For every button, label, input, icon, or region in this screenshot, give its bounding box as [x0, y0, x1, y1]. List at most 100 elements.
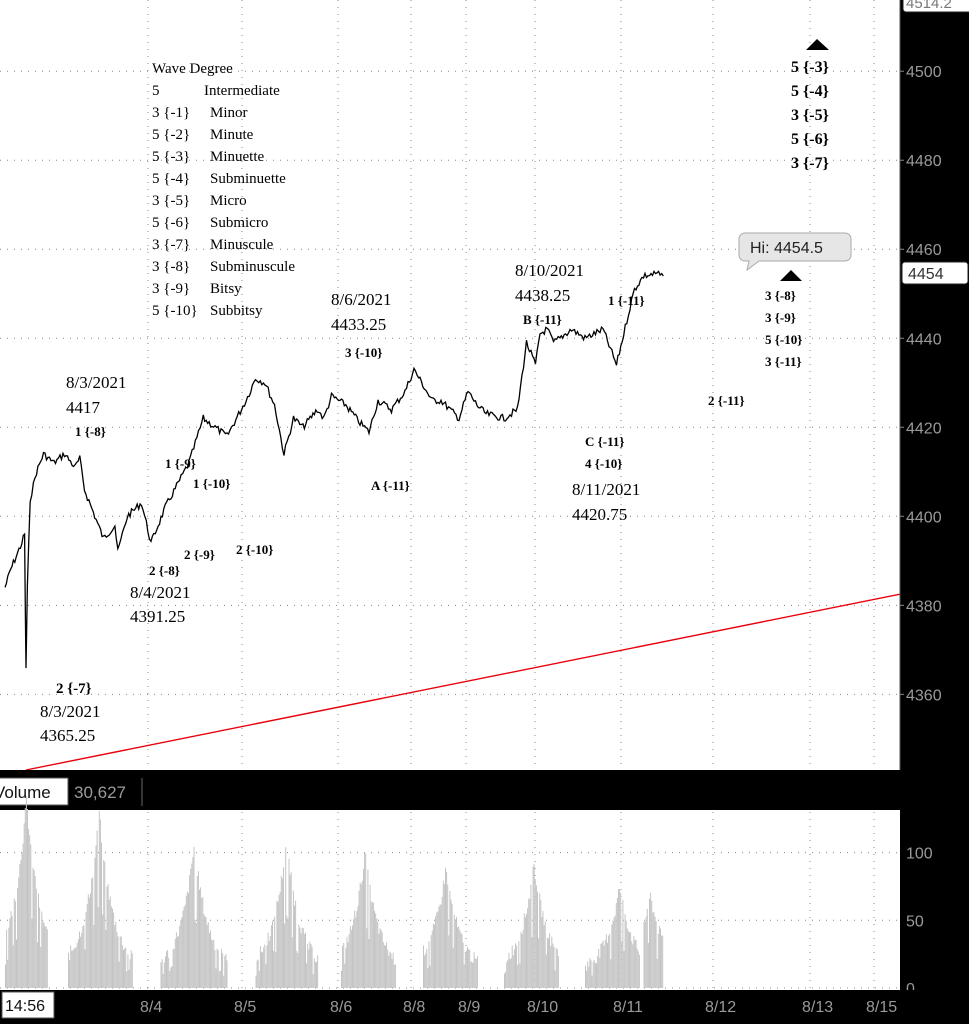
- volume-bar: [610, 959, 612, 988]
- volume-bar: [523, 913, 525, 988]
- volume-bar: [348, 934, 350, 988]
- volume-bar: [5, 964, 6, 988]
- volume-bar: [527, 908, 529, 988]
- volume-bar: [436, 912, 438, 988]
- volume-bar: [376, 918, 378, 988]
- volume-bar: [386, 942, 388, 988]
- label-2-minus8-price: 4391.25: [130, 607, 185, 626]
- volume-bar: [294, 905, 295, 988]
- volume-bar: [556, 949, 558, 988]
- volume-bar: [615, 902, 617, 988]
- volume-bar: [105, 929, 107, 988]
- label-B-minus11-date: 8/10/2021: [515, 261, 584, 280]
- volume-bar: [638, 954, 640, 988]
- volume-bar: [225, 954, 227, 988]
- volume-bar: [604, 940, 606, 988]
- volume-bar: [388, 955, 390, 988]
- volume-bar: [378, 933, 380, 988]
- volume-bar: [269, 936, 271, 988]
- volume-bar: [529, 899, 531, 988]
- volume-bar: [627, 931, 629, 988]
- volume-bar: [301, 927, 303, 988]
- volume-bar: [456, 916, 457, 988]
- volume-bar: [432, 923, 434, 988]
- legend-row-name: Subminuscule: [210, 259, 295, 275]
- volume-bar: [307, 943, 309, 988]
- legend-row-count: 5 {-10}: [152, 303, 198, 319]
- price-tick-label: 4400: [906, 509, 942, 526]
- volume-bar: [612, 920, 614, 988]
- volume-bar: [309, 941, 311, 988]
- volume-bar: [40, 946, 42, 988]
- volume-bar: [192, 857, 194, 988]
- volume-title-box: [0, 777, 69, 806]
- volume-bar: [522, 930, 524, 988]
- volume-bar: [552, 943, 554, 988]
- volume-bar: [431, 930, 433, 988]
- volume-bar: [46, 929, 48, 988]
- projection-upper-label: 3 {-5}: [791, 107, 829, 124]
- volume-bar: [441, 896, 443, 988]
- volume-bar: [589, 958, 591, 988]
- volume-bar: [197, 871, 199, 988]
- volume-tick-label: 0: [906, 981, 915, 998]
- volume-bar: [174, 938, 176, 988]
- volume-bar: [317, 955, 319, 988]
- volume-bar: [357, 906, 359, 988]
- volume-bar: [611, 924, 613, 988]
- volume-bar: [374, 910, 375, 988]
- volume-bar: [369, 884, 371, 988]
- time-axis-panel[interactable]: [0, 990, 969, 1024]
- legend-row-count: 5: [152, 83, 160, 99]
- last-price-label: 4454: [908, 266, 944, 283]
- volume-bar: [71, 951, 73, 988]
- volume-bar: [108, 899, 110, 988]
- volume-bar: [624, 914, 626, 988]
- volume-bar: [114, 925, 116, 988]
- volume-bar: [356, 911, 358, 988]
- volume-bar: [92, 877, 94, 988]
- projection-lower-label: 3 {-8}: [765, 288, 796, 303]
- volume-bar: [520, 931, 522, 988]
- legend-row-count: 3 {-8}: [152, 259, 190, 275]
- price-axis-panel[interactable]: [900, 0, 969, 1024]
- volume-bar: [365, 853, 367, 988]
- volume-bar: [550, 946, 552, 988]
- volume-header-bar: [0, 770, 900, 810]
- volume-bar: [312, 974, 314, 988]
- projection-stack-upper: 5 {-3} 5 {-4} 3 {-5} 5 {-6} 3 {-7}: [791, 39, 829, 172]
- volume-bar: [473, 952, 475, 988]
- volume-bar: [660, 928, 661, 988]
- volume-bar: [117, 936, 119, 988]
- volume-bar: [608, 935, 610, 988]
- volume-bar: [554, 970, 556, 988]
- volume-bar: [103, 860, 105, 988]
- volume-bar: [83, 925, 85, 988]
- volume-bar: [128, 969, 130, 988]
- volume-bar: [510, 958, 512, 988]
- volume-bar: [166, 951, 167, 988]
- volume-bar: [448, 935, 450, 988]
- volume-bar: [380, 929, 382, 988]
- volume-bar: [587, 961, 589, 988]
- volume-bar: [222, 953, 224, 988]
- label-4-minus10-price: 4420.75: [572, 505, 627, 524]
- volume-bar: [87, 894, 89, 988]
- volume-bar: [18, 877, 20, 988]
- volume-bar: [474, 958, 476, 988]
- volume-bar: [21, 853, 23, 988]
- volume-bar: [85, 912, 87, 988]
- time-tick-label: 8/15: [866, 999, 897, 1016]
- volume-bar: [69, 960, 71, 988]
- legend-row-count: 5 {-4}: [152, 171, 190, 187]
- label-1-minus8-price: 4417: [66, 398, 101, 417]
- volume-bar: [201, 898, 203, 988]
- volume-bar: [645, 916, 647, 988]
- high-callout: Hi: 4454.5: [738, 232, 852, 272]
- label-1-minus8-date: 8/3/2021: [66, 373, 126, 392]
- volume-bar: [533, 863, 535, 988]
- volume-bar: [349, 926, 351, 988]
- legend-row-count: 5 {-2}: [152, 127, 190, 143]
- volume-bar: [180, 920, 182, 988]
